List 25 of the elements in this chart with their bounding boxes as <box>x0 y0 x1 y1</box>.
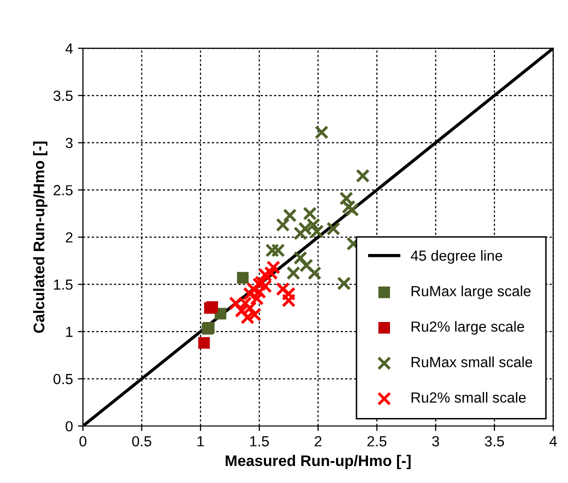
x-tick-label: 3 <box>432 436 440 446</box>
y-tick-label: 4 <box>65 44 73 54</box>
legend-label: Ru2% large scale <box>412 321 524 335</box>
legend-label: 45 degree line <box>410 250 502 264</box>
y-tick-label: 3 <box>66 138 73 148</box>
y-tick-label: 1 <box>66 326 72 337</box>
y-tick-label: 1.5 <box>54 280 73 290</box>
x-tick-label: 2.5 <box>367 436 386 446</box>
legend-label: RuMax small scale <box>412 356 532 368</box>
x-tick-label: 4 <box>550 436 557 446</box>
x-tick-label: 2 <box>314 436 322 446</box>
legend-label: Ru2% small scale <box>412 392 526 403</box>
y-tick-label: 2 <box>66 232 72 242</box>
y-tick-label: 3.5 <box>53 90 73 101</box>
x-tick-label: 1 <box>198 436 204 446</box>
x-axis-title: Measured Run-up/Hmo [-] <box>226 454 411 470</box>
y-tick-label: 0 <box>66 421 73 432</box>
y-tick-label: 2.5 <box>54 185 73 196</box>
x-tick-label: 3.5 <box>484 436 504 446</box>
y-tick-label: 0.5 <box>54 374 73 384</box>
x-tick-label: 0 <box>79 436 86 446</box>
legend-label: RuMax large scale <box>412 286 531 300</box>
x-tick-label: 0.5 <box>132 436 152 446</box>
x-tick-label: 1.5 <box>250 436 269 446</box>
y-axis-title: Calculated Run-up/Hmo [-] <box>33 142 48 333</box>
